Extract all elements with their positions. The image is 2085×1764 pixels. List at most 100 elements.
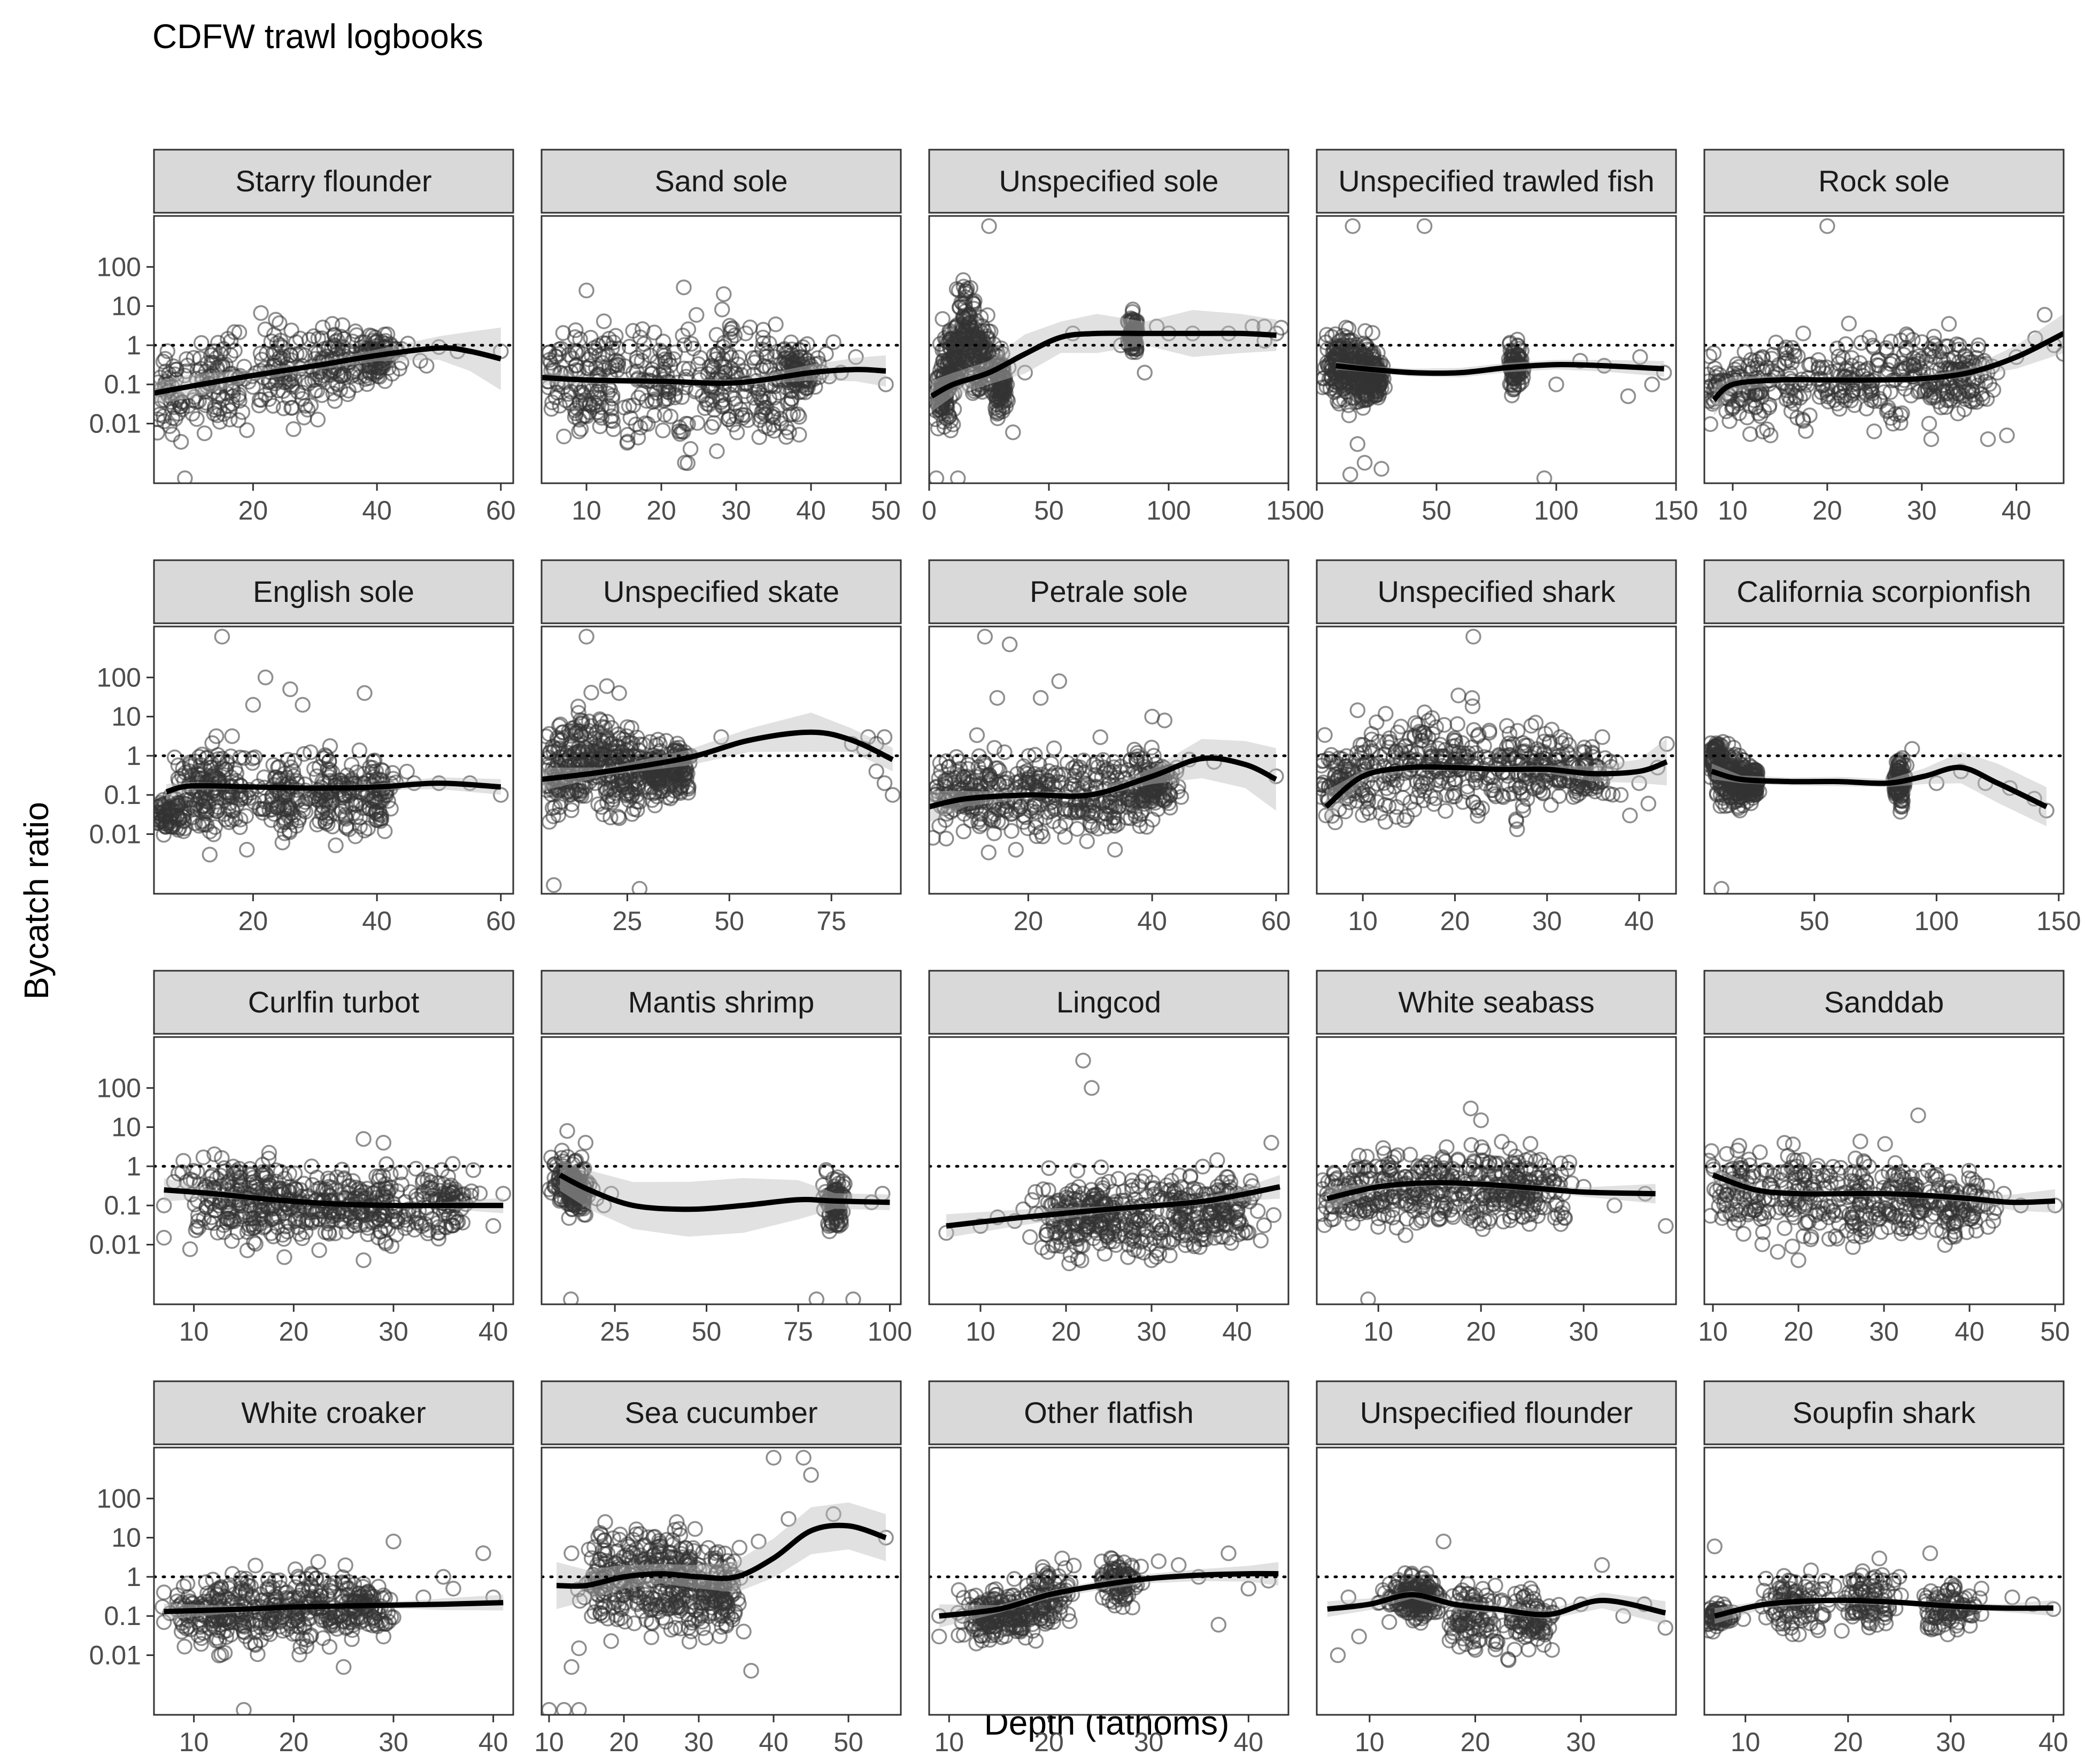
data-point — [1068, 759, 1084, 775]
data-point — [303, 397, 319, 414]
data-point — [1005, 424, 1021, 440]
data-point — [1594, 729, 1610, 745]
data-point — [1323, 747, 1339, 763]
data-point — [1082, 814, 1098, 831]
x-tick-label: 100 — [1534, 496, 1578, 525]
panel-background — [1703, 625, 2065, 895]
facet-strip-label: Starry flounder — [235, 164, 431, 198]
data-point — [634, 321, 651, 337]
data-point — [798, 380, 814, 397]
data-point — [1819, 218, 1835, 234]
data-point — [370, 794, 386, 810]
data-point — [326, 327, 343, 344]
data-point — [1050, 767, 1066, 783]
panel-border — [928, 625, 1289, 895]
data-point — [1537, 725, 1554, 742]
data-point — [1797, 375, 1813, 391]
data-point — [1153, 778, 1169, 794]
data-point — [1043, 755, 1059, 772]
data-point — [1783, 403, 1800, 419]
data-point — [297, 776, 313, 792]
data-point — [1561, 737, 1577, 753]
data-point — [571, 783, 588, 799]
data-point — [1548, 376, 1564, 392]
data-point — [980, 844, 997, 861]
data-point — [680, 321, 697, 337]
data-point — [1882, 384, 1898, 400]
data-point — [1133, 751, 1149, 767]
panel-border — [153, 215, 514, 484]
data-point — [348, 793, 364, 809]
data-point — [713, 729, 729, 745]
data-point — [1656, 365, 1672, 381]
x-tick-label: 150 — [1266, 496, 1310, 525]
data-point — [554, 749, 570, 766]
data-point — [330, 366, 346, 382]
data-point — [697, 400, 713, 416]
data-point — [1349, 436, 1365, 452]
data-point — [203, 347, 219, 363]
data-point — [368, 803, 384, 820]
data-point — [321, 769, 337, 785]
data-point — [662, 408, 679, 424]
data-point — [1365, 374, 1382, 390]
data-point — [1070, 802, 1086, 819]
data-point — [1795, 325, 1811, 342]
panel-plot-area — [542, 629, 901, 894]
data-point — [256, 769, 272, 785]
data-point — [723, 331, 739, 347]
data-point — [1515, 798, 1531, 814]
data-point — [1423, 745, 1439, 762]
data-point — [967, 332, 983, 348]
data-point — [1869, 357, 1886, 373]
data-point — [592, 711, 608, 728]
data-point — [230, 386, 247, 403]
data-point — [957, 283, 974, 299]
data-point — [644, 393, 661, 410]
data-point — [1517, 744, 1533, 761]
data-point — [997, 744, 1013, 760]
data-point — [1632, 349, 1648, 365]
data-point — [1356, 454, 1373, 471]
data-point — [262, 382, 279, 398]
panel-plot-area — [154, 629, 513, 863]
data-point — [230, 412, 246, 428]
data-point — [318, 814, 334, 830]
data-point — [1926, 328, 1942, 345]
data-point — [1342, 466, 1358, 483]
data-point — [1402, 794, 1419, 810]
data-point — [1523, 717, 1539, 734]
x-tick-label: 20 — [238, 496, 268, 525]
data-point — [1763, 427, 1779, 444]
data-point — [825, 334, 841, 350]
x-tick-label: 40 — [2002, 496, 2032, 525]
data-point — [620, 434, 636, 450]
data-point — [1796, 385, 1812, 402]
data-point — [193, 335, 210, 351]
data-point — [315, 367, 331, 384]
data-point — [295, 697, 311, 713]
data-point — [631, 881, 648, 894]
data-point — [210, 335, 226, 351]
facet-strip-label: California scorpionfish — [1737, 575, 2032, 608]
x-tick-label: 20 — [1440, 906, 1470, 936]
data-point — [1752, 408, 1769, 424]
data-point — [1432, 737, 1448, 753]
data-point — [614, 777, 630, 793]
data-point — [1755, 423, 1771, 440]
data-point — [159, 343, 176, 359]
y-tick-label: 100 — [97, 662, 141, 692]
panel-plot-area — [154, 305, 513, 483]
data-point — [1334, 751, 1350, 767]
data-point — [600, 398, 616, 414]
data-points — [154, 305, 509, 483]
data-point — [297, 803, 314, 820]
y-tick-label: 0.1 — [104, 780, 141, 810]
data-point — [655, 422, 671, 439]
data-point — [625, 397, 642, 414]
data-point — [658, 354, 674, 371]
data-points — [154, 629, 509, 863]
